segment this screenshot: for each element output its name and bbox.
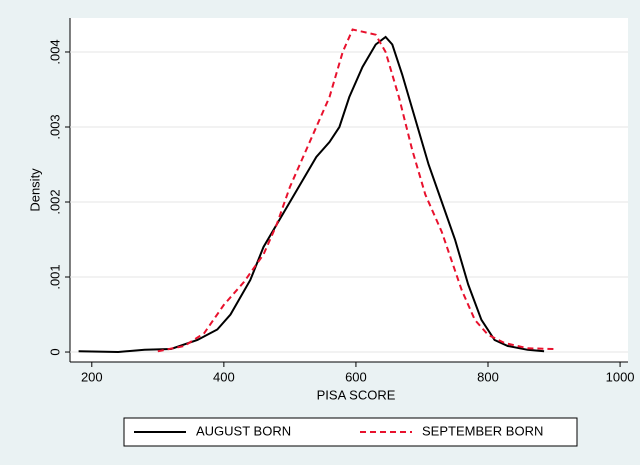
x-tick-label: 800 — [477, 369, 499, 384]
line — [78, 35, 545, 354]
line — [157, 28, 555, 353]
y-tick-label: 0 — [47, 348, 62, 355]
legend — [123, 417, 578, 447]
legend-label: SEPTEMBER BORN — [422, 423, 543, 438]
y-axis-title: Density — [27, 168, 42, 212]
y-tick-label: .004 — [47, 39, 62, 64]
plot-area — [70, 18, 628, 362]
x-tick-label: 200 — [81, 369, 103, 384]
x-tick-label: 600 — [345, 369, 367, 384]
x-tick-label: 400 — [213, 369, 235, 384]
legend-label: AUGUST BORN — [196, 423, 291, 438]
y-tick-label: .002 — [47, 189, 62, 214]
y-tick-label: .003 — [47, 114, 62, 139]
x-axis-title: PISA SCORE — [317, 387, 396, 402]
x-tick-label: 1000 — [606, 369, 635, 384]
y-tick-label: .001 — [47, 264, 62, 289]
